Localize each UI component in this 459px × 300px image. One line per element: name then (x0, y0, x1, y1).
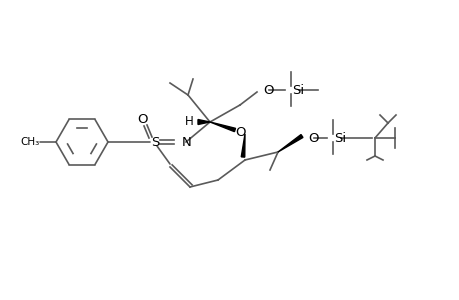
Text: CH₃: CH₃ (21, 137, 40, 147)
Polygon shape (210, 122, 235, 132)
Polygon shape (277, 134, 302, 152)
Polygon shape (197, 119, 210, 124)
Text: N: N (182, 136, 191, 148)
Text: O: O (263, 83, 273, 97)
Text: S: S (151, 136, 159, 148)
Polygon shape (241, 134, 245, 157)
Text: O: O (235, 125, 246, 139)
Text: Si: Si (291, 83, 303, 97)
Text: O: O (137, 112, 148, 125)
Text: Si: Si (333, 131, 345, 145)
Text: O: O (308, 131, 318, 145)
Text: H: H (185, 115, 194, 128)
